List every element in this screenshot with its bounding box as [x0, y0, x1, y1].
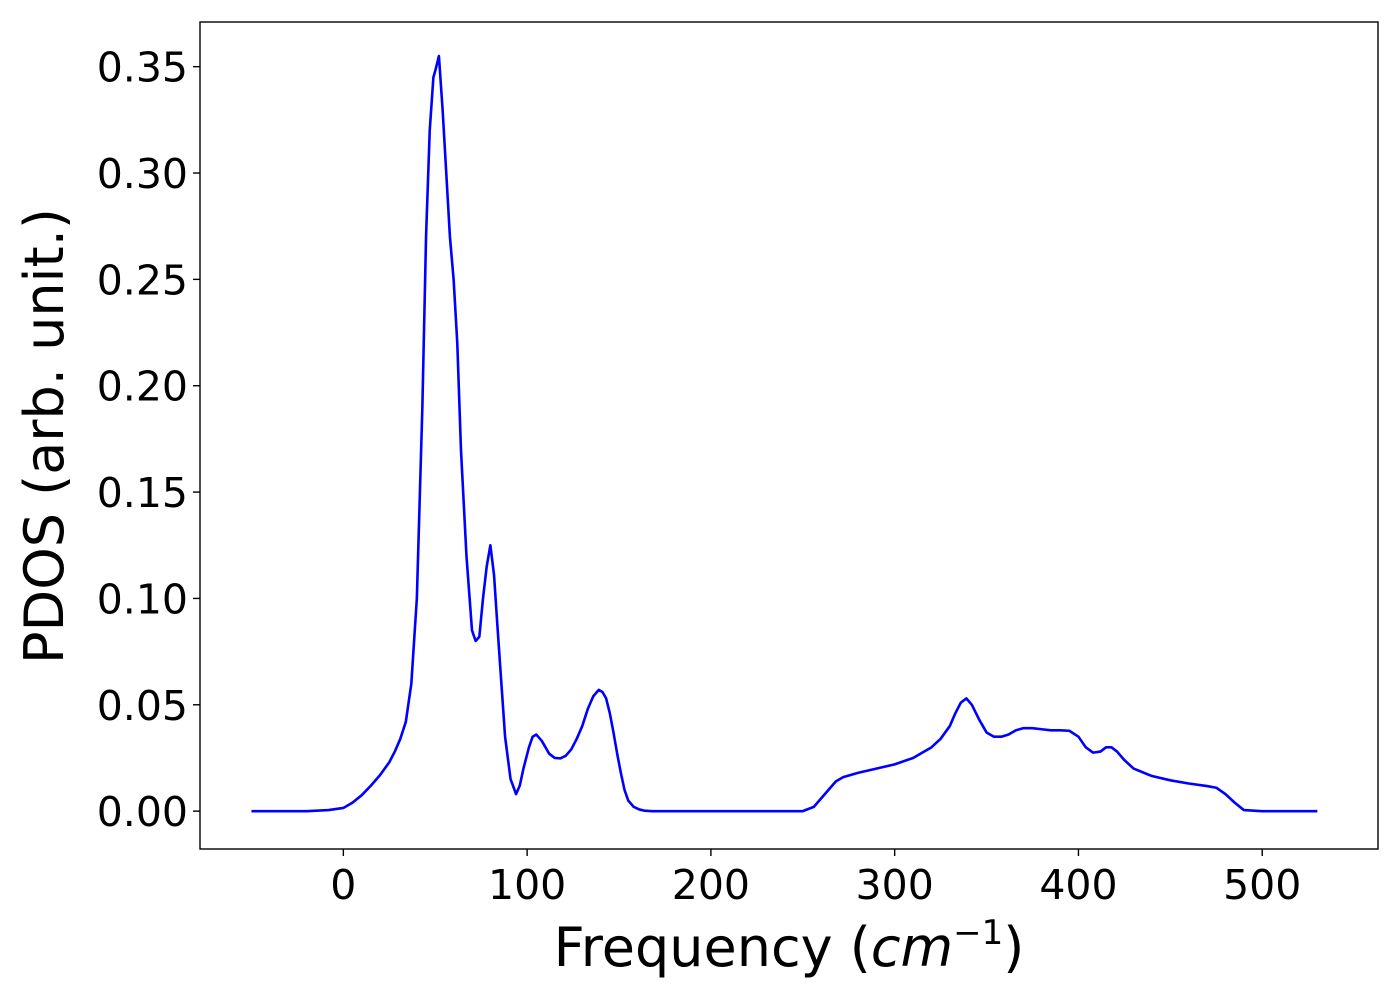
- x-axis-label: Frequency (cm−1): [554, 913, 1025, 979]
- x-tick-label: 200: [672, 861, 750, 909]
- y-axis: 0.00 0.05 0.10 0.15 0.20 0.25 0.30 0.35: [97, 44, 200, 836]
- x-tick-label: 300: [856, 861, 934, 909]
- plot-area-frame: [199, 21, 1379, 850]
- x-tick-label: 0: [330, 861, 356, 909]
- y-axis-label: PDOS (arb. unit.): [13, 208, 76, 664]
- y-tick-label: 0.35: [97, 44, 188, 92]
- x-tick-label: 500: [1223, 861, 1301, 909]
- y-tick-label: 0.10: [97, 575, 188, 623]
- y-tick-label: 0.00: [97, 788, 188, 836]
- y-tick-label: 0.15: [97, 469, 188, 517]
- x-axis: 0 100 200 300 400 500: [330, 849, 1301, 909]
- pdos-series-line: [251, 54, 1318, 813]
- y-tick-label: 0.30: [97, 150, 188, 198]
- y-tick-label: 0.25: [97, 256, 188, 304]
- x-tick-label: 100: [488, 861, 566, 909]
- y-tick-label: 0.05: [97, 682, 188, 730]
- y-tick-label: 0.20: [97, 363, 188, 411]
- x-tick-label: 400: [1039, 861, 1117, 909]
